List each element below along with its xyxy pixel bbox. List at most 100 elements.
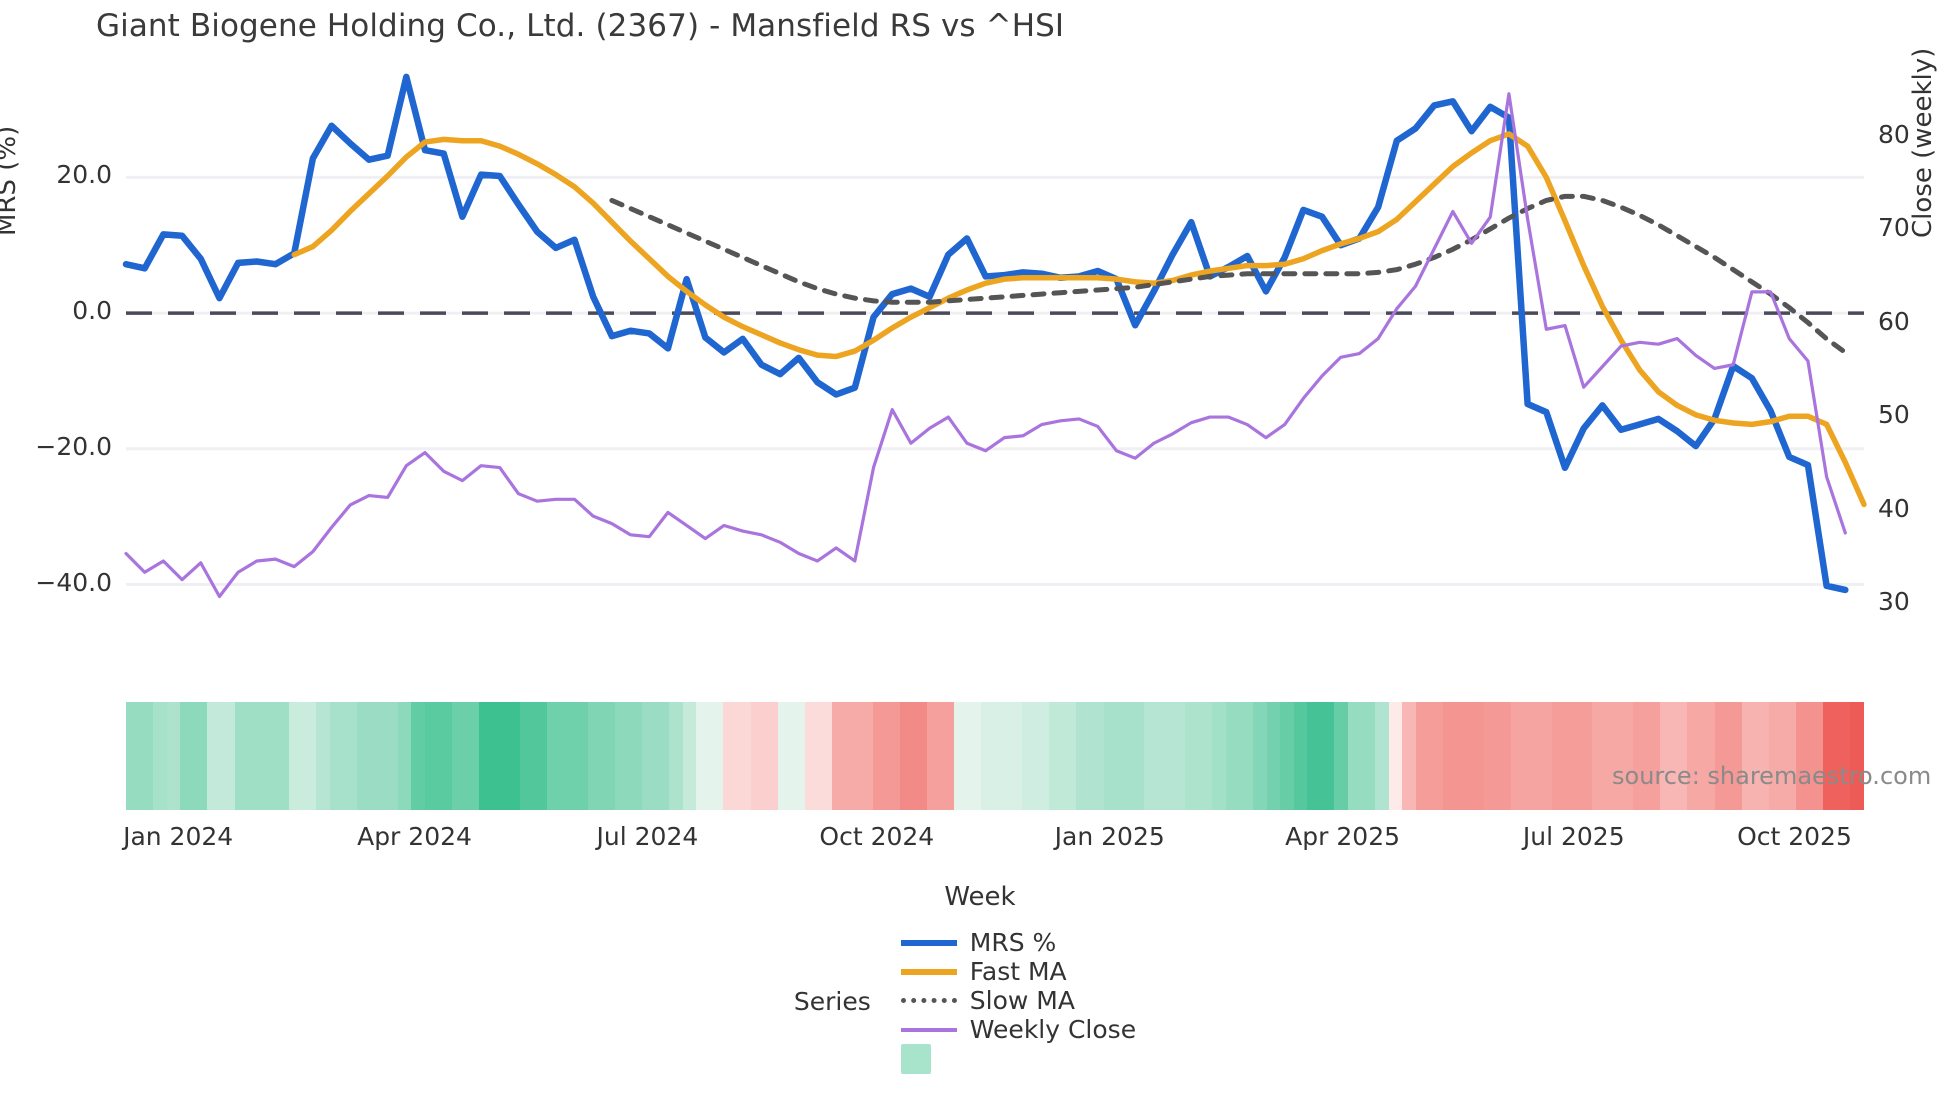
heatmap-cell: [1076, 702, 1091, 810]
heatmap-cell: [709, 702, 724, 810]
chart-legend: Series MRS % Fast MA Slow MA Weekly Close: [0, 928, 1960, 1074]
y-tick-left-1: 0.0: [72, 296, 112, 326]
heatmap-cell: [1239, 702, 1253, 810]
heatmap-cell: [1836, 702, 1851, 810]
heatmap-cell: [1388, 702, 1403, 810]
legend-items: MRS % Fast MA Slow MA Weekly Close: [900, 928, 1166, 1074]
y-tick-right-0: 80: [1878, 119, 1910, 149]
heatmap-cell: [1456, 702, 1471, 810]
heatmap-cell: [669, 702, 683, 810]
legend-line-swatch: [900, 1027, 957, 1032]
legend-item-weekly-close[interactable]: Weekly Close: [900, 1015, 1136, 1044]
x-tick-4: Jan 2025: [1054, 822, 1165, 851]
heatmap-cell: [1606, 702, 1620, 810]
heatmap-cell: [207, 702, 222, 810]
heatmap-cell: [180, 702, 194, 810]
heatmap-cell: [641, 702, 656, 810]
x-tick-6: Jul 2025: [1522, 822, 1625, 851]
heatmap-cell: [166, 702, 181, 810]
heatmap-cell: [221, 702, 235, 810]
heatmap-cell: [1117, 702, 1131, 810]
heatmap-cell: [343, 702, 357, 810]
legend-item-heatmap-swatch[interactable]: [900, 1044, 1136, 1074]
heatmap-cell: [1062, 702, 1077, 810]
legend-item-slow-ma[interactable]: Slow MA: [900, 986, 1136, 1015]
legend-item-fast-ma[interactable]: Fast MA: [900, 957, 1136, 986]
heatmap-cell: [1443, 702, 1457, 810]
series-lines: [126, 77, 1864, 597]
heatmap-cell: [804, 702, 819, 810]
heatmap-cell: [1307, 702, 1321, 810]
heatmap-cell: [737, 702, 751, 810]
heatmap-cell: [1565, 702, 1579, 810]
heatmap-cell: [750, 702, 765, 810]
heatmap-cell: [1714, 702, 1729, 810]
heatmap-cell: [451, 702, 466, 810]
heatmap-cell: [696, 702, 710, 810]
legend-line-swatch: [900, 939, 957, 946]
heatmap-cell: [1008, 702, 1023, 810]
heatmap-cell: [995, 702, 1009, 810]
x-tick-2: Jul 2024: [596, 822, 699, 851]
heatmap-cell: [1768, 702, 1783, 810]
series-line-weekly-close: [126, 94, 1845, 597]
heatmap-cell: [1212, 702, 1226, 810]
heatmap-cell: [832, 702, 846, 810]
heatmap-cell: [1320, 702, 1335, 810]
y-axis-right-label: Close (weekly): [1908, 47, 1938, 238]
heatmap-cell: [1415, 702, 1430, 810]
legend-item-mrs[interactable]: MRS %: [900, 928, 1136, 957]
heatmap-cell: [1361, 702, 1376, 810]
heatmap-cell: [126, 702, 140, 810]
heatmap-cell: [1619, 702, 1634, 810]
heatmap-cell: [940, 702, 955, 810]
y-tick-right-2: 60: [1878, 306, 1910, 336]
heatmap-cell: [1185, 702, 1199, 810]
gridlines: [126, 175, 1864, 586]
heatmap-cell: [1198, 702, 1213, 810]
heatmap-cell: [1850, 702, 1864, 810]
heatmap-cell: [275, 702, 289, 810]
heatmap-cell: [302, 702, 317, 810]
source-watermark: source: sharemaestro.com: [1612, 762, 1932, 790]
y-tick-right-4: 40: [1878, 493, 1910, 523]
heatmap-cell: [628, 702, 642, 810]
heatmap-cell: [1280, 702, 1294, 810]
heatmap-cell: [438, 702, 452, 810]
heatmap-cell: [1402, 702, 1416, 810]
heatmap-cell: [234, 702, 249, 810]
heatmap-cell: [492, 702, 507, 810]
heatmap-cell: [601, 702, 615, 810]
heatmap-cell: [424, 702, 439, 810]
heatmap-cell: [546, 702, 561, 810]
heatmap-cell: [1782, 702, 1797, 810]
heatmap-cell: [899, 702, 914, 810]
heatmap-cell: [981, 702, 995, 810]
heatmap-cell: [329, 702, 344, 810]
heatmap-cell: [872, 702, 887, 810]
y-tick-left-3: −40.0: [35, 567, 112, 597]
heatmap-cell: [1252, 702, 1267, 810]
heatmap-cell: [1348, 702, 1362, 810]
heatmap-cell: [370, 702, 384, 810]
heatmap-cell: [1660, 702, 1674, 810]
y-tick-right-1: 70: [1878, 213, 1910, 243]
heatmap-cell: [1673, 702, 1688, 810]
heatmap-cell: [655, 702, 670, 810]
heatmap-cell: [519, 702, 534, 810]
heatmap-cell: [1157, 702, 1172, 810]
heatmap-cell: [967, 702, 982, 810]
heatmap-cell: [288, 702, 303, 810]
legend-line-swatch: [900, 998, 957, 1003]
heatmap-cell: [560, 702, 575, 810]
heatmap-cell: [1334, 702, 1349, 810]
heatmap-cell: [356, 702, 371, 810]
heatmap-cell: [479, 702, 493, 810]
heatmap-cell: [791, 702, 805, 810]
legend-label: Slow MA: [969, 986, 1075, 1015]
y-tick-right-3: 50: [1878, 400, 1910, 430]
heatmap-cell: [682, 702, 697, 810]
legend-label: MRS %: [969, 928, 1057, 957]
heatmap-cell: [818, 702, 833, 810]
heatmap-cell: [411, 702, 425, 810]
